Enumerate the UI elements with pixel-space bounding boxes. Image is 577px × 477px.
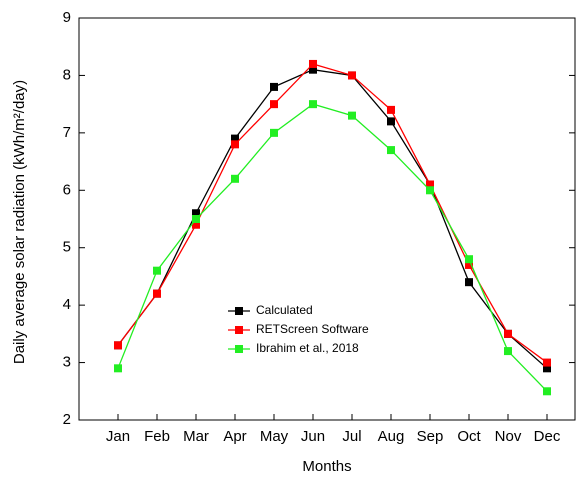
x-tick-label: Jun <box>301 428 325 445</box>
point <box>192 220 200 229</box>
y-axis-label: Daily average solar radiation (kWh/m²/da… <box>11 80 28 364</box>
point <box>465 255 473 264</box>
legend-label: Calculated <box>256 303 313 317</box>
point <box>114 341 122 350</box>
point <box>348 71 356 80</box>
point <box>504 329 512 338</box>
point <box>153 266 161 275</box>
point <box>153 289 161 298</box>
legend-label: Ibrahim et al., 2018 <box>256 341 359 355</box>
x-tick-label: Jul <box>342 428 361 445</box>
point <box>270 100 278 109</box>
point <box>231 174 239 183</box>
y-tick-label: 5 <box>63 239 71 256</box>
point <box>543 387 551 396</box>
point <box>543 364 551 373</box>
x-tick-label: Dec <box>534 428 561 445</box>
x-tick-label: Oct <box>457 428 481 445</box>
x-tick-label: Nov <box>495 428 522 445</box>
legend-marker <box>235 307 243 315</box>
point <box>465 278 473 287</box>
x-axis-label: Months <box>302 458 351 475</box>
series-line <box>117 63 548 364</box>
point <box>309 59 317 68</box>
point <box>426 186 434 195</box>
point <box>192 209 200 218</box>
point <box>387 117 395 126</box>
point <box>543 358 551 367</box>
point <box>309 65 317 74</box>
plot-frame <box>78 17 576 421</box>
x-tick-label: Apr <box>223 428 246 445</box>
x-tick-label: Aug <box>378 428 405 445</box>
legend-label: RETScreen Software <box>256 322 369 336</box>
legend-marker <box>235 345 243 353</box>
point <box>231 134 239 143</box>
y-tick-label: 7 <box>63 124 71 141</box>
point <box>309 100 317 109</box>
series-line <box>117 103 548 392</box>
point <box>270 128 278 137</box>
y-tick-label: 2 <box>63 411 71 428</box>
x-tick-label: Sep <box>417 428 444 445</box>
y-tick-label: 4 <box>63 296 71 313</box>
y-tick-label: 6 <box>63 181 71 198</box>
point <box>387 105 395 114</box>
point <box>114 364 122 373</box>
point <box>192 215 200 223</box>
x-tick-label: Mar <box>183 428 209 445</box>
y-tick-label: 9 <box>63 9 71 26</box>
legend-marker <box>235 326 243 334</box>
point <box>465 260 473 269</box>
point <box>231 140 239 149</box>
x-tick-label: Feb <box>144 428 170 445</box>
point <box>504 347 512 356</box>
y-tick-label: 8 <box>63 66 71 83</box>
y-tick-label: 3 <box>63 354 71 371</box>
x-tick-label: Jan <box>106 428 130 445</box>
x-tick-label: May <box>260 428 289 445</box>
point <box>270 82 278 91</box>
point <box>387 146 395 155</box>
point <box>348 111 356 120</box>
point <box>426 180 434 189</box>
